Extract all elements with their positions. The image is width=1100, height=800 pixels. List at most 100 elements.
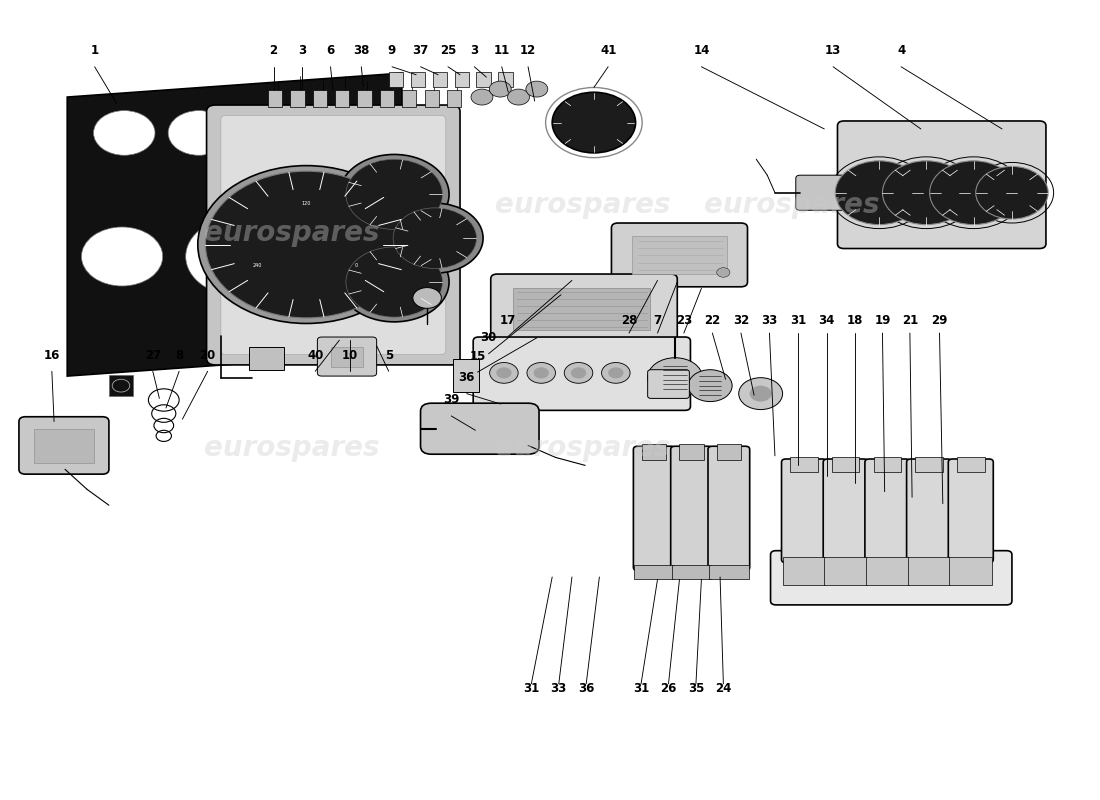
Circle shape [608,367,624,378]
Circle shape [552,92,636,153]
Bar [331,347,363,366]
Text: 37: 37 [412,44,429,57]
Circle shape [412,287,441,308]
Bar [632,236,727,274]
Bar [642,444,667,460]
Bar [410,71,425,87]
Circle shape [322,122,361,151]
Text: 14: 14 [693,44,710,57]
Text: 0: 0 [354,262,358,268]
FancyBboxPatch shape [770,550,1012,605]
Text: 5: 5 [385,349,393,362]
FancyBboxPatch shape [19,417,109,474]
Text: 27: 27 [145,349,161,362]
Text: 33: 33 [551,682,566,695]
Text: 28: 28 [620,314,637,326]
FancyBboxPatch shape [420,403,539,454]
Text: 24: 24 [715,682,732,695]
Circle shape [507,89,529,105]
Bar [710,565,749,579]
Text: 33: 33 [761,314,778,326]
Text: eurospares: eurospares [205,434,380,462]
Text: 15: 15 [470,350,486,362]
Bar [476,71,491,87]
Bar [34,430,94,463]
Text: 11: 11 [494,44,509,57]
Bar [513,287,650,330]
Bar [790,458,817,472]
Circle shape [345,159,442,230]
Bar [672,565,712,579]
Circle shape [310,227,390,286]
Text: eurospares: eurospares [704,190,879,218]
Bar [824,557,867,585]
Text: 41: 41 [600,44,616,57]
FancyBboxPatch shape [823,459,868,562]
Text: eurospares: eurospares [205,218,380,246]
Text: 13: 13 [825,44,842,57]
Text: 36: 36 [578,682,594,695]
Circle shape [94,110,155,155]
Text: 26: 26 [660,682,676,695]
Circle shape [602,362,630,383]
Circle shape [339,154,449,234]
FancyBboxPatch shape [837,121,1046,249]
FancyBboxPatch shape [207,105,460,365]
Text: 21: 21 [902,314,918,326]
Bar [447,90,461,107]
Text: 35: 35 [688,682,704,695]
Bar [379,90,394,107]
Text: eurospares: eurospares [495,190,671,218]
Polygon shape [67,73,402,376]
Circle shape [739,378,782,410]
Text: 40: 40 [307,349,323,362]
Text: 31: 31 [790,314,806,326]
Bar [425,90,439,107]
Text: 31: 31 [632,682,649,695]
Circle shape [471,89,493,105]
Bar [635,565,674,579]
Text: 23: 23 [675,314,692,326]
Circle shape [930,161,1018,225]
Circle shape [750,386,771,402]
Bar [312,90,327,107]
Bar [782,557,825,585]
Circle shape [345,247,442,317]
Text: 4: 4 [896,44,905,57]
FancyBboxPatch shape [318,337,376,376]
Text: 10: 10 [342,349,359,362]
Text: 19: 19 [874,314,891,326]
Circle shape [490,81,512,97]
Circle shape [393,208,476,269]
Bar [388,71,403,87]
Text: 1: 1 [90,44,99,57]
Bar [403,90,417,107]
Text: 31: 31 [524,682,539,695]
Text: 3: 3 [298,44,306,57]
Circle shape [490,362,518,383]
Bar [290,90,305,107]
Text: 9: 9 [388,44,396,57]
Text: 30: 30 [481,331,497,344]
Text: 8: 8 [175,349,184,362]
Text: 12: 12 [520,44,536,57]
Bar [268,90,283,107]
Circle shape [835,161,923,225]
Text: 120: 120 [301,201,311,206]
Text: 29: 29 [932,314,948,326]
Text: 20: 20 [199,349,216,362]
Circle shape [186,217,296,296]
Bar [866,557,909,585]
Text: 39: 39 [443,394,460,406]
Circle shape [564,362,593,383]
Circle shape [81,227,163,286]
Circle shape [976,166,1048,219]
FancyBboxPatch shape [708,446,750,570]
Circle shape [198,166,415,323]
FancyBboxPatch shape [221,115,446,354]
Bar [250,347,285,370]
Circle shape [534,367,549,378]
Circle shape [571,367,586,378]
Bar [915,458,943,472]
Bar [432,71,447,87]
